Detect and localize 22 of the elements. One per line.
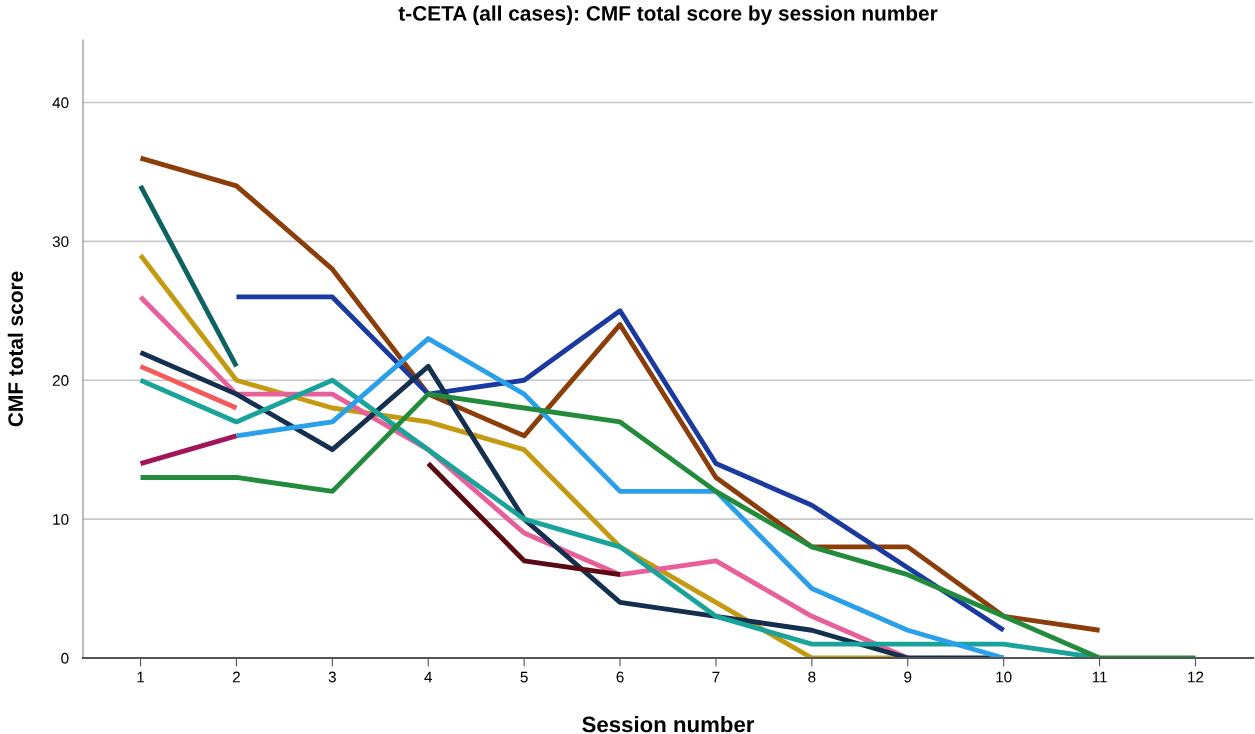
x-tick-label: 6 (616, 671, 624, 683)
x-tick-label: 9 (904, 671, 912, 683)
y-tick-label: 40 (52, 97, 69, 109)
x-tick-label: 7 (712, 671, 720, 683)
y-tick-label: 20 (52, 375, 69, 386)
chart-title: t-CETA (all cases): CMF total score by session number (398, 5, 938, 25)
x-tick-label: 5 (520, 671, 528, 683)
line-series (138, 155, 1102, 633)
line-series (234, 294, 1007, 633)
x-tick-label: 12 (1188, 671, 1204, 683)
y-tick-label: 30 (52, 236, 69, 248)
y-axis-title: CMF total score (7, 271, 23, 427)
x-tick-label: 2 (232, 671, 240, 683)
x-tick-label: 3 (328, 671, 336, 683)
y-tick-label: 10 (53, 513, 69, 525)
y-tick-label: 0 (61, 652, 69, 664)
x-tick-label: 8 (808, 671, 816, 683)
x-tick-label: 10 (996, 671, 1012, 683)
x-axis-title: Session number (582, 715, 755, 733)
x-tick-label: 4 (424, 671, 433, 683)
x-tick-label: 1 (137, 671, 145, 683)
x-tick-label: 11 (1092, 671, 1107, 683)
